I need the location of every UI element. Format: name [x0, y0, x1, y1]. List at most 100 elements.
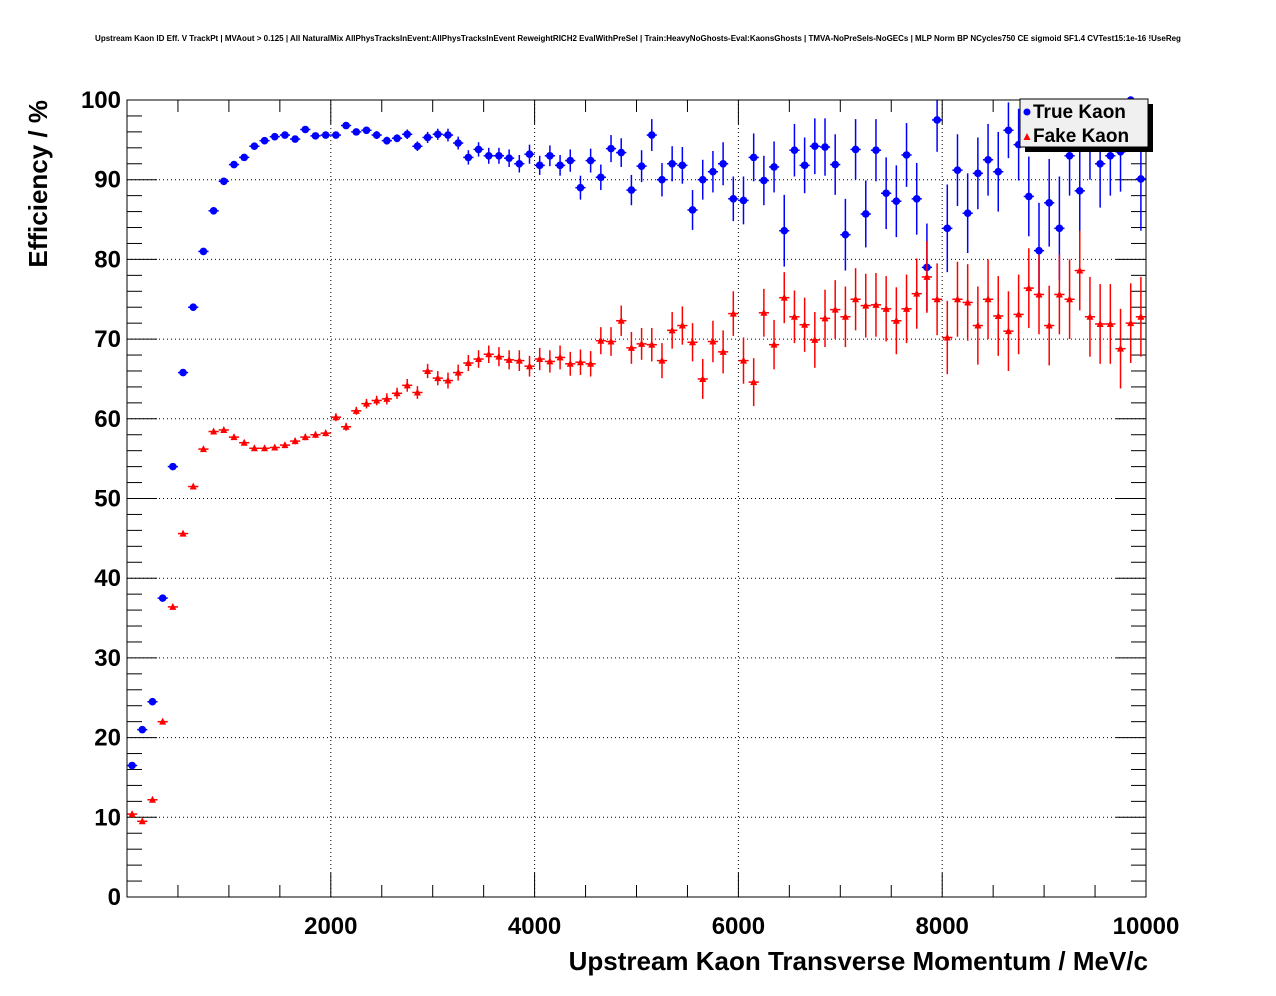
data-point — [932, 263, 943, 336]
x-tick-label: 2000 — [304, 913, 357, 940]
data-point — [901, 274, 912, 344]
marker-circle — [270, 132, 279, 141]
marker-circle — [678, 161, 687, 170]
marker-circle — [189, 303, 198, 312]
data-point — [585, 148, 596, 173]
data-point — [942, 300, 953, 375]
series-true-kaon — [127, 96, 1146, 770]
data-point — [1135, 276, 1146, 357]
marker-circle — [943, 224, 952, 233]
data-point — [340, 121, 352, 130]
marker-circle — [474, 145, 483, 154]
marker-triangle — [189, 482, 197, 490]
legend-true-kaon: True Kaon — [1033, 102, 1126, 123]
data-point — [1054, 254, 1065, 335]
data-point — [809, 118, 820, 175]
marker-triangle — [913, 289, 921, 297]
data-point — [442, 372, 454, 389]
marker-circle — [158, 594, 167, 602]
data-point — [1084, 276, 1096, 357]
marker-triangle — [648, 340, 656, 348]
data-point — [422, 363, 433, 379]
data-point — [259, 444, 270, 452]
data-point — [330, 131, 341, 139]
data-point — [524, 144, 535, 164]
marker-triangle — [444, 376, 452, 384]
marker-circle — [1045, 199, 1053, 207]
data-point — [779, 194, 790, 267]
data-point — [381, 393, 392, 405]
data-point — [1013, 274, 1024, 355]
marker-triangle — [1015, 310, 1023, 318]
data-point — [870, 119, 882, 182]
data-point — [473, 142, 484, 157]
data-point — [1125, 283, 1136, 364]
marker-triangle — [413, 388, 421, 396]
marker-triangle — [882, 304, 890, 312]
data-point — [1023, 248, 1034, 328]
data-point — [137, 725, 148, 734]
marker-circle — [933, 116, 941, 124]
grid-lines — [127, 100, 1146, 897]
data-point — [269, 443, 280, 451]
data-point — [911, 258, 922, 329]
data-point — [748, 358, 759, 407]
data-point — [860, 180, 871, 248]
marker-triangle — [689, 338, 697, 346]
marker-circle — [617, 148, 626, 157]
data-point — [565, 149, 576, 172]
marker-circle — [362, 126, 371, 135]
data-point — [249, 444, 260, 452]
data-point — [565, 351, 576, 376]
marker-triangle — [1117, 344, 1125, 352]
data-point — [463, 355, 474, 371]
marker-circle — [199, 247, 208, 256]
marker-triangle — [1127, 319, 1135, 327]
data-point — [412, 386, 423, 399]
data-point — [361, 398, 372, 409]
data-point — [718, 142, 729, 186]
data-point — [208, 206, 219, 215]
y-axis-title: Efficiency / % — [23, 100, 53, 268]
marker-circle — [892, 197, 901, 206]
x-tick-label: 8000 — [916, 913, 969, 940]
data-point — [1095, 284, 1106, 364]
data-point — [667, 146, 678, 182]
marker-circle — [220, 177, 228, 186]
marker-circle — [749, 153, 758, 162]
data-point — [860, 273, 871, 338]
marker-circle — [800, 161, 809, 170]
marker-triangle — [892, 316, 900, 324]
data-point — [147, 697, 158, 706]
y-tick-label: 20 — [94, 725, 121, 752]
marker-circle — [169, 462, 177, 471]
data-point — [228, 433, 240, 441]
marker-circle — [240, 153, 248, 162]
data-point — [147, 795, 158, 803]
marker-circle — [658, 175, 666, 184]
marker-circle — [311, 132, 320, 140]
marker-triangle — [373, 396, 381, 404]
marker-triangle — [536, 355, 544, 363]
data-point — [830, 134, 841, 195]
marker-triangle — [607, 337, 615, 345]
marker-triangle — [729, 309, 737, 317]
data-point — [544, 350, 555, 373]
marker-triangle — [984, 295, 992, 303]
marker-triangle — [199, 445, 207, 453]
marker-triangle — [678, 321, 686, 329]
data-point — [167, 602, 178, 610]
marker-triangle — [576, 358, 584, 366]
y-tick-label: 100 — [81, 87, 121, 114]
chart-title: Upstream Kaon ID Eff. V TrackPt | MVAout… — [95, 34, 1181, 43]
marker-triangle — [739, 356, 747, 364]
data-point — [891, 165, 902, 238]
marker-triangle — [261, 444, 269, 452]
marker-triangle — [291, 437, 299, 445]
data-point — [595, 327, 606, 355]
plot-frame — [126, 99, 1147, 898]
data-point — [718, 330, 729, 374]
marker-circle — [963, 209, 972, 217]
marker-triangle — [831, 305, 839, 313]
